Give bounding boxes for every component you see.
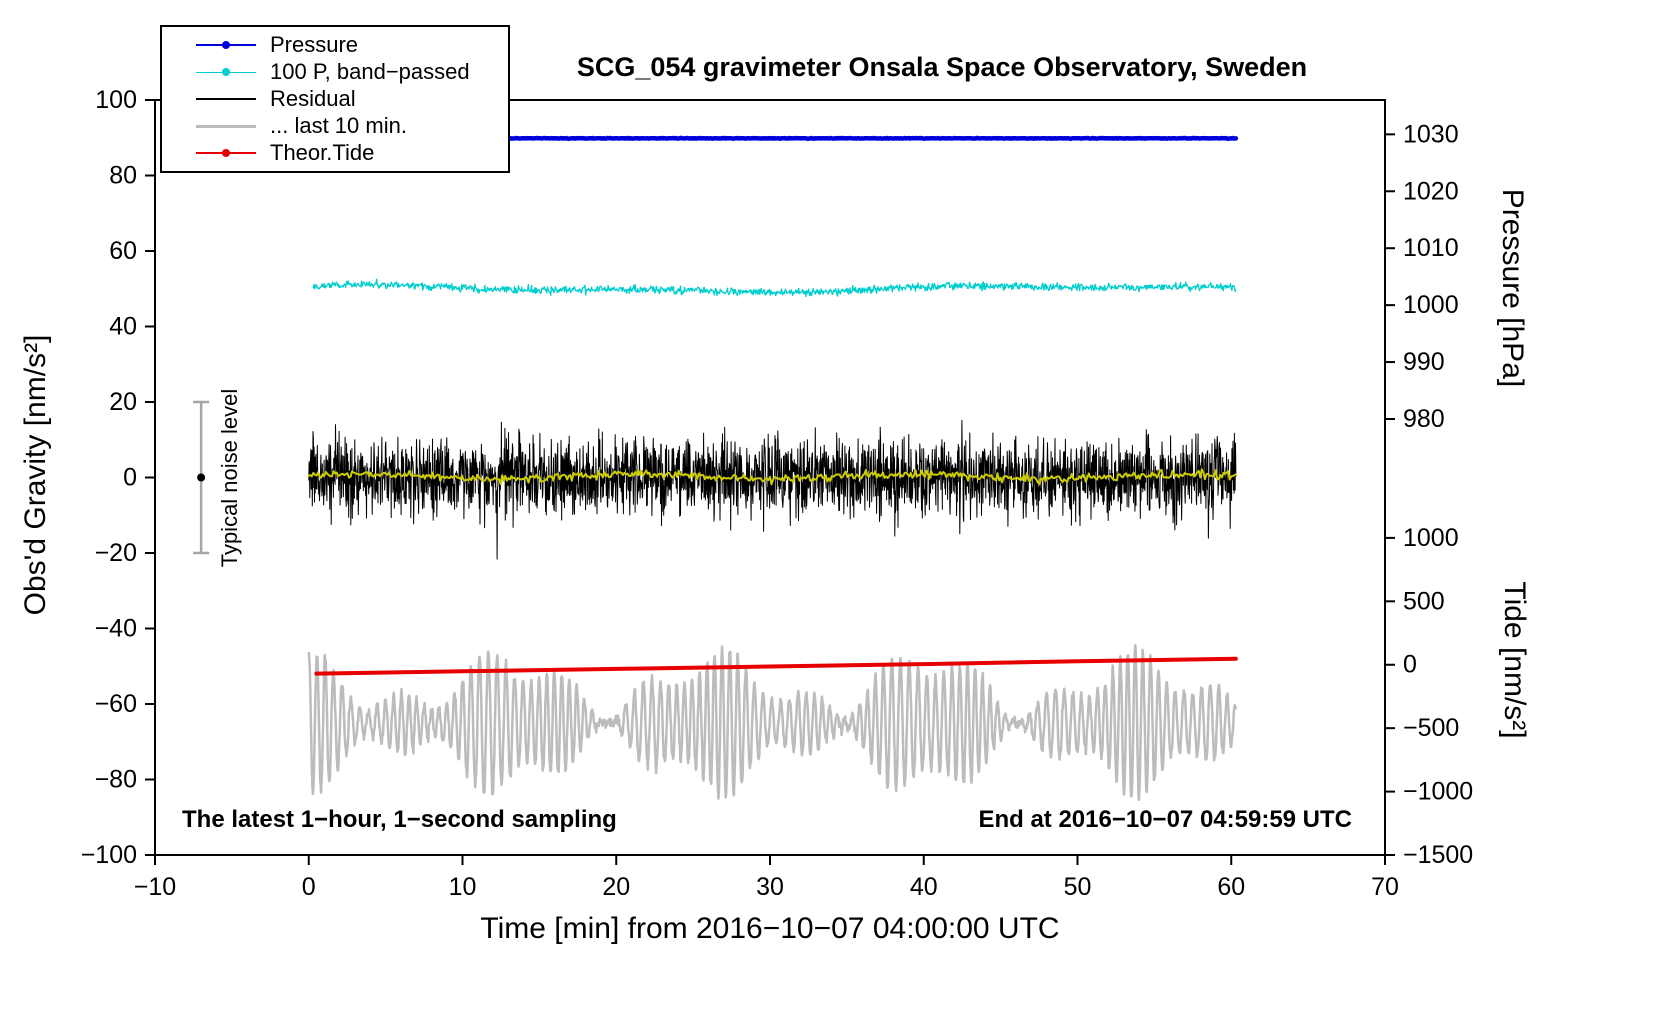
x-tick-label: 30 [756,873,784,901]
y-axis-title-gravity: Obs'd Gravity [nm/s²] [19,334,52,616]
y-left-tick-label: −100 [81,841,137,869]
series-residual-smoothed [307,468,1237,486]
x-tick-label: −10 [134,873,176,901]
end-time-annotation: End at 2016−10−07 04:59:59 UTC [978,806,1352,833]
tide-tick-label: −500 [1403,714,1459,742]
y-left-tick-label: 0 [123,464,137,492]
tide-tick-label: −1500 [1403,841,1473,869]
pressure-tick-label: 990 [1403,348,1445,376]
series--last-10-min- [307,643,1238,802]
legend-item-bandpassed: 100 P, band−passed [196,61,508,83]
sampling-annotation: The latest 1−hour, 1−second sampling [182,806,617,833]
x-tick-label: 10 [449,873,477,901]
tide-tick-label: 1000 [1403,524,1459,552]
noise-level-label: Typical noise level [217,388,242,568]
pressure-tick-label: 1030 [1403,120,1459,148]
y-left-tick-label: −60 [95,690,137,718]
x-axis-title: Time [min] from 2016−10−07 04:00:00 UTC [480,912,1060,945]
pressure-line-icon [196,40,256,50]
tide-tick-label: 500 [1403,587,1445,615]
series-residual [308,419,1237,560]
x-tick-label: 40 [910,873,938,901]
pressure-tick-label: 1020 [1403,177,1459,205]
tide-tick-label: −1000 [1403,778,1473,806]
tide-tick-label: 0 [1403,651,1417,679]
pressure-tick-label: 980 [1403,405,1445,433]
pressure-tick-label: 1000 [1403,291,1459,319]
residual-line-icon [196,94,256,104]
y-left-tick-label: 40 [109,313,137,341]
legend-item-theortide: Theor.Tide [196,142,508,164]
legend-item-pressure: Pressure [196,34,508,56]
legend-item-last10min: ... last 10 min. [196,115,508,137]
y-left-tick-label: −80 [95,766,137,794]
chart-title: SCG_054 gravimeter Onsala Space Observat… [576,52,1308,82]
y-left-tick-label: 100 [95,86,137,114]
y-left-tick-label: 20 [109,388,137,416]
theortide-line-icon [196,148,256,158]
legend-label: Residual [270,86,356,111]
legend: Pressure 100 P, band−passed Residual ...… [160,25,510,173]
y-axis-title-tide: Tide [nm/s²] [1498,581,1531,739]
y-left-tick-label: −20 [95,539,137,567]
x-tick-label: 50 [1064,873,1092,901]
y-left-tick-label: 60 [109,237,137,265]
y-axis-title-pressure: Pressure [hPa] [1496,188,1529,388]
x-tick-label: 0 [302,873,316,901]
series-theor-tide [314,656,1238,676]
bandpassed-line-icon [196,67,256,77]
noise-bar-center-dot [197,473,206,482]
pressure-tick-label: 1010 [1403,234,1459,262]
legend-label: 100 P, band−passed [270,59,470,84]
series-100-p-band-passed [312,278,1237,298]
legend-label: Theor.Tide [270,140,375,165]
legend-label: ... last 10 min. [270,113,407,138]
x-tick-label: 60 [1217,873,1245,901]
x-tick-label: 70 [1371,873,1399,901]
y-left-tick-label: 80 [109,162,137,190]
y-left-tick-label: −40 [95,615,137,643]
x-tick-label: 20 [602,873,630,901]
legend-label: Pressure [270,32,359,57]
last10min-line-icon [196,121,256,131]
legend-item-residual: Residual [196,88,508,110]
